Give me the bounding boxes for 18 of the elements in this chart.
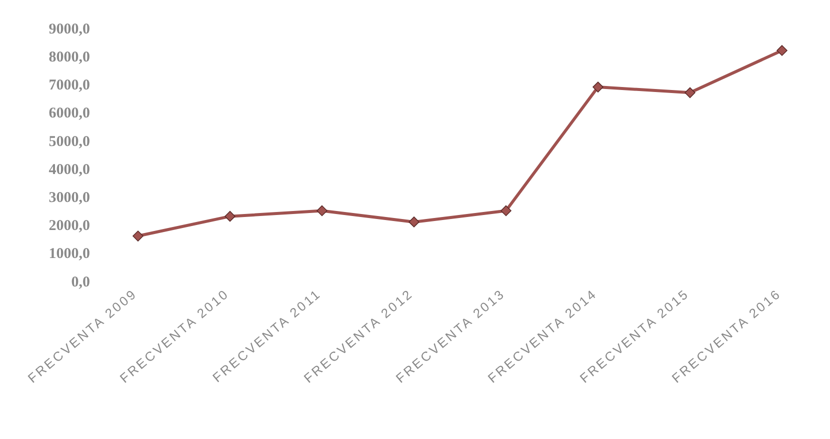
y-tick-label: 3000,0 xyxy=(48,190,90,206)
point xyxy=(316,205,328,216)
y-tick-label: 7000,0 xyxy=(48,78,90,94)
point xyxy=(408,216,420,228)
point xyxy=(500,205,512,216)
point xyxy=(132,230,144,242)
y-tick-label: 1000,0 xyxy=(48,246,90,262)
y-tick-label: 8000,0 xyxy=(48,49,90,66)
y-tick-label: 5000,0 xyxy=(48,134,90,150)
point xyxy=(592,82,604,92)
y-tick-label: 9000,0 xyxy=(48,21,90,38)
y-tick-label: 4000,0 xyxy=(48,162,90,178)
point xyxy=(224,210,236,222)
y-tick-label: 0,0 xyxy=(71,274,90,290)
point xyxy=(776,45,788,56)
point xyxy=(684,87,696,98)
y-tick-label: 6000,0 xyxy=(48,106,90,122)
y-tick-label: 2000,0 xyxy=(48,218,90,234)
